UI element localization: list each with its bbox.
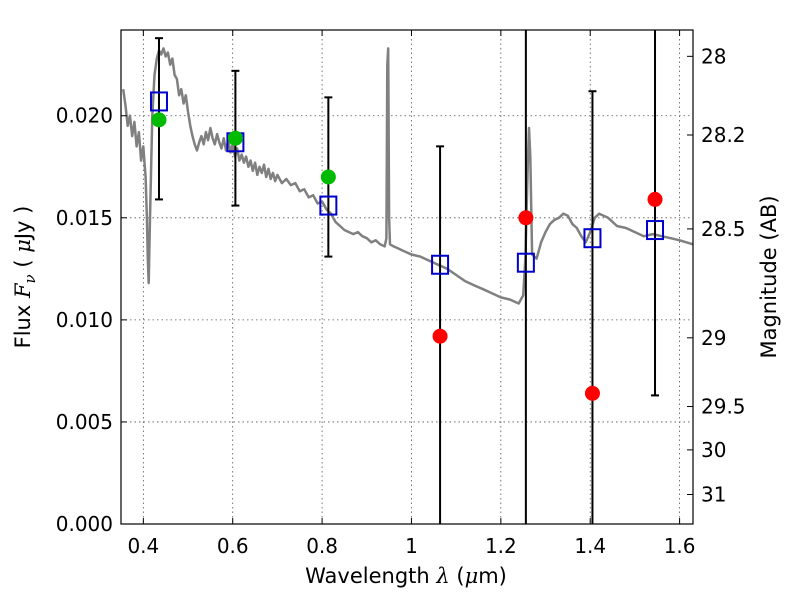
y-tick-label: 0.015 [56, 206, 113, 230]
detection-point [151, 112, 167, 128]
markers-layer [149, 91, 665, 401]
y2-tick-label: 28 [701, 44, 726, 68]
ticks-layer: 0.4 0.6 0.8 1 1.2 1.4 1.6 0.000 0.005 0.010 0.015 0… [56, 30, 746, 558]
x-axis-label-mu: μ [465, 564, 479, 588]
x-axis-label-open: ( [450, 564, 465, 588]
y-tick-label: 0.020 [56, 104, 113, 128]
non-detection-point [518, 210, 534, 226]
y2-tick-label: 30 [701, 438, 726, 462]
non-detection-point [584, 385, 600, 401]
non-detection-point [432, 328, 448, 344]
x-axis-label-unit: m) [478, 564, 507, 588]
non-detection-point [647, 191, 663, 207]
y-axis-label: Flux Fν ( μJy ) [11, 206, 39, 349]
y-axis-label-nu: ν [21, 274, 39, 283]
y-axis-label-unit: Jy ) [11, 206, 35, 242]
y-axis-label-F: F [11, 282, 35, 299]
x-tick-label: 0.8 [306, 534, 338, 558]
model-photometry-square [583, 228, 602, 249]
model-photometry-square [516, 252, 535, 273]
y-axis-label-mu: μ [11, 239, 35, 253]
x-tick-label: 1 [405, 534, 418, 558]
y-axis-label-open: ( [11, 253, 35, 275]
x-axis-label-lambda: λ [435, 564, 449, 588]
y-tick-label: 0.000 [56, 512, 113, 536]
plot-background [121, 30, 693, 524]
y-tick-label: 0.010 [56, 308, 113, 332]
x-tick-label: 1.4 [574, 534, 606, 558]
detection-point [320, 169, 336, 185]
x-axis-label-text: Wavelength [305, 564, 436, 588]
x-tick-label: 1.2 [485, 534, 517, 558]
y2-tick-label: 31 [701, 482, 726, 506]
y2-axis-label: Magnitude (AB) [757, 195, 781, 358]
model-photometry-square [149, 91, 168, 112]
y2-tick-label: 29 [701, 326, 726, 350]
x-tick-label: 0.4 [127, 534, 159, 558]
y-axis-label-text: Flux [11, 298, 35, 348]
model-photometry-square [319, 195, 338, 216]
model-photometry-square [431, 254, 450, 275]
plot-frame [120, 29, 694, 525]
x-axis-label: Wavelength λ (μm) [305, 564, 507, 588]
x-tick-label: 0.6 [217, 534, 249, 558]
model-photometry-square [646, 220, 665, 241]
y2-tick-label: 28.5 [701, 217, 746, 241]
detection-point [227, 130, 243, 146]
y-tick-label: 0.005 [56, 410, 113, 434]
x-tick-label: 1.6 [664, 534, 696, 558]
y2-tick-label: 28.2 [701, 123, 746, 147]
y2-tick-label: 29.5 [701, 395, 746, 419]
